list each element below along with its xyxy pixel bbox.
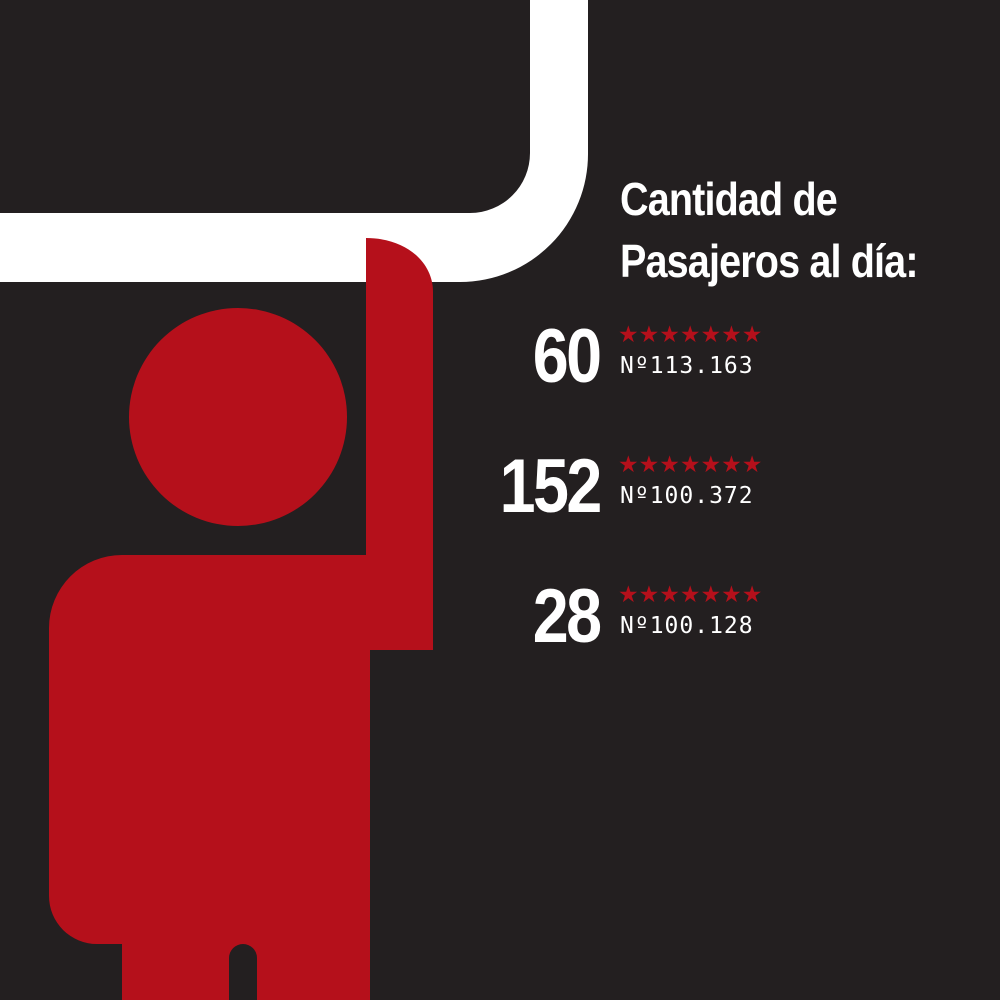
- passenger-head: [129, 308, 347, 526]
- grab-rail: [0, 0, 589, 282]
- vehicle-number: Nº113.163: [620, 353, 754, 379]
- passenger-count: 152: [499, 444, 603, 529]
- passenger-body: [49, 555, 433, 1000]
- star-rating: ★★★★★★★: [618, 322, 763, 348]
- vehicle-number: Nº100.128: [620, 613, 754, 639]
- vehicle-number: Nº100.372: [620, 483, 754, 509]
- stat-row: 60 ★★★★★★★ Nº113.163: [420, 312, 800, 412]
- title-line-2: Pasajeros al día:: [620, 235, 919, 287]
- page-title: Cantidad de Pasajeros al día:: [620, 168, 919, 292]
- star-rating: ★★★★★★★: [618, 582, 763, 608]
- star-rating: ★★★★★★★: [618, 452, 763, 478]
- title-line-1: Cantidad de: [620, 173, 838, 225]
- stat-row: 152 ★★★★★★★ Nº100.372: [420, 442, 800, 542]
- standing-passenger-holding-rail-icon: [49, 238, 433, 1000]
- passenger-arm: [366, 238, 433, 600]
- passenger-count: 28: [533, 574, 602, 659]
- passenger-count: 60: [533, 314, 602, 399]
- stat-row: 28 ★★★★★★★ Nº100.128: [420, 572, 800, 672]
